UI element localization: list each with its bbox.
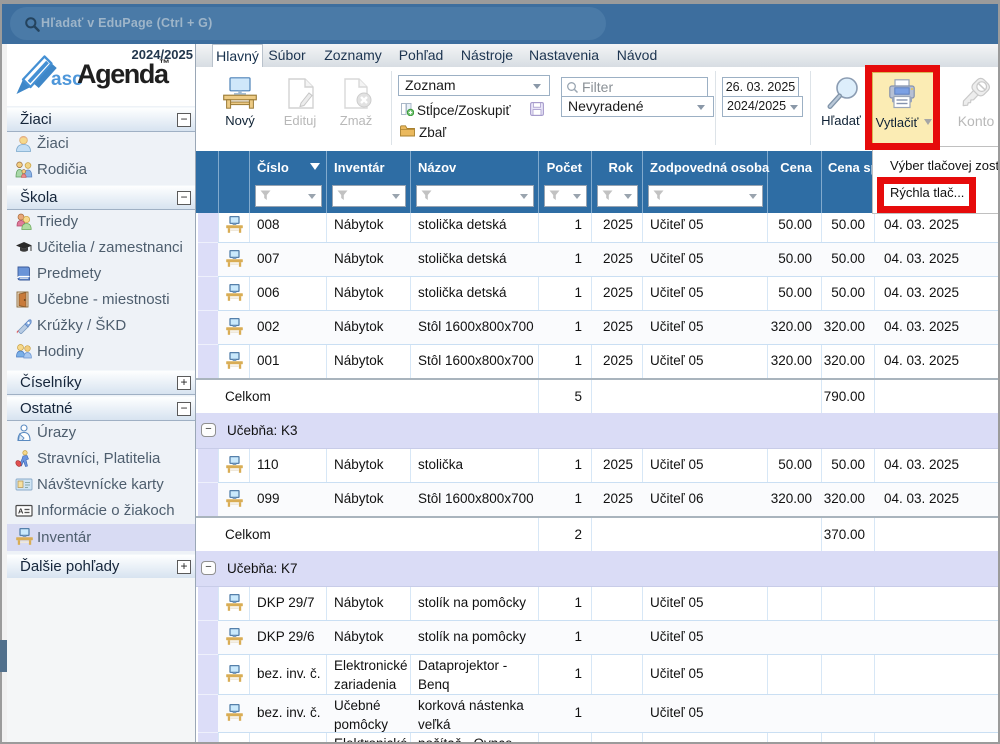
svg-text:A: A [18,507,24,516]
